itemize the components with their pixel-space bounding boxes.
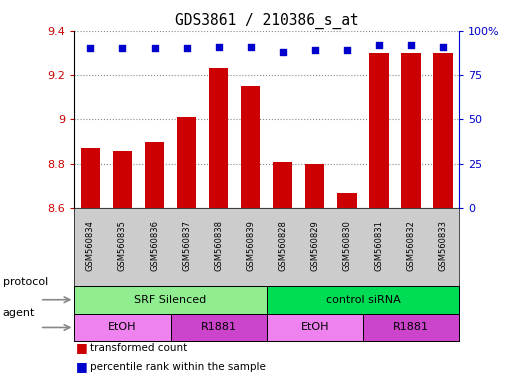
Point [407,42,415,48]
Bar [113,151,132,208]
Text: GSM560831: GSM560831 [374,220,384,271]
Text: EtOH: EtOH [301,323,329,333]
Text: GSM560838: GSM560838 [214,220,223,271]
Text: SRF Silenced: SRF Silenced [134,295,207,305]
Point [150,45,159,51]
Text: ■: ■ [76,341,88,354]
Bar [273,162,292,208]
Text: GSM560834: GSM560834 [86,220,95,271]
Text: percentile rank within the sample: percentile rank within the sample [90,362,266,372]
Bar [305,164,325,208]
Text: control siRNA: control siRNA [326,295,400,305]
Text: GSM560832: GSM560832 [406,220,416,271]
Text: GSM560829: GSM560829 [310,220,320,271]
Bar [433,53,452,208]
Point [279,49,287,55]
Bar [170,314,267,341]
Point [343,47,351,53]
Bar [267,286,459,314]
Text: R1881: R1881 [393,323,429,333]
Bar [338,193,357,208]
Title: GDS3861 / 210386_s_at: GDS3861 / 210386_s_at [175,13,359,29]
Point [119,45,127,51]
Text: agent: agent [3,308,35,318]
Bar [267,314,363,341]
Point [375,42,383,48]
Text: R1881: R1881 [201,323,236,333]
Text: GSM560828: GSM560828 [278,220,287,271]
Point [311,47,319,53]
Point [86,45,94,51]
Bar [401,53,421,208]
Bar [81,148,100,208]
Point [183,45,191,51]
Point [439,44,447,50]
Text: transformed count: transformed count [90,343,187,353]
Bar [177,117,196,208]
Bar [145,142,164,208]
Text: GSM560833: GSM560833 [439,220,448,271]
Bar [369,53,389,208]
Text: GSM560837: GSM560837 [182,220,191,271]
Text: GSM560830: GSM560830 [342,220,351,271]
Text: ■: ■ [76,360,88,373]
Text: GSM560839: GSM560839 [246,220,255,271]
Bar [74,286,267,314]
Bar [363,314,459,341]
Text: protocol: protocol [3,277,48,287]
Bar [74,314,170,341]
Point [247,44,255,50]
Text: GSM560836: GSM560836 [150,220,159,271]
Bar [241,86,260,208]
Point [214,44,223,50]
Bar [209,68,228,208]
Text: EtOH: EtOH [108,323,137,333]
Text: GSM560835: GSM560835 [118,220,127,271]
